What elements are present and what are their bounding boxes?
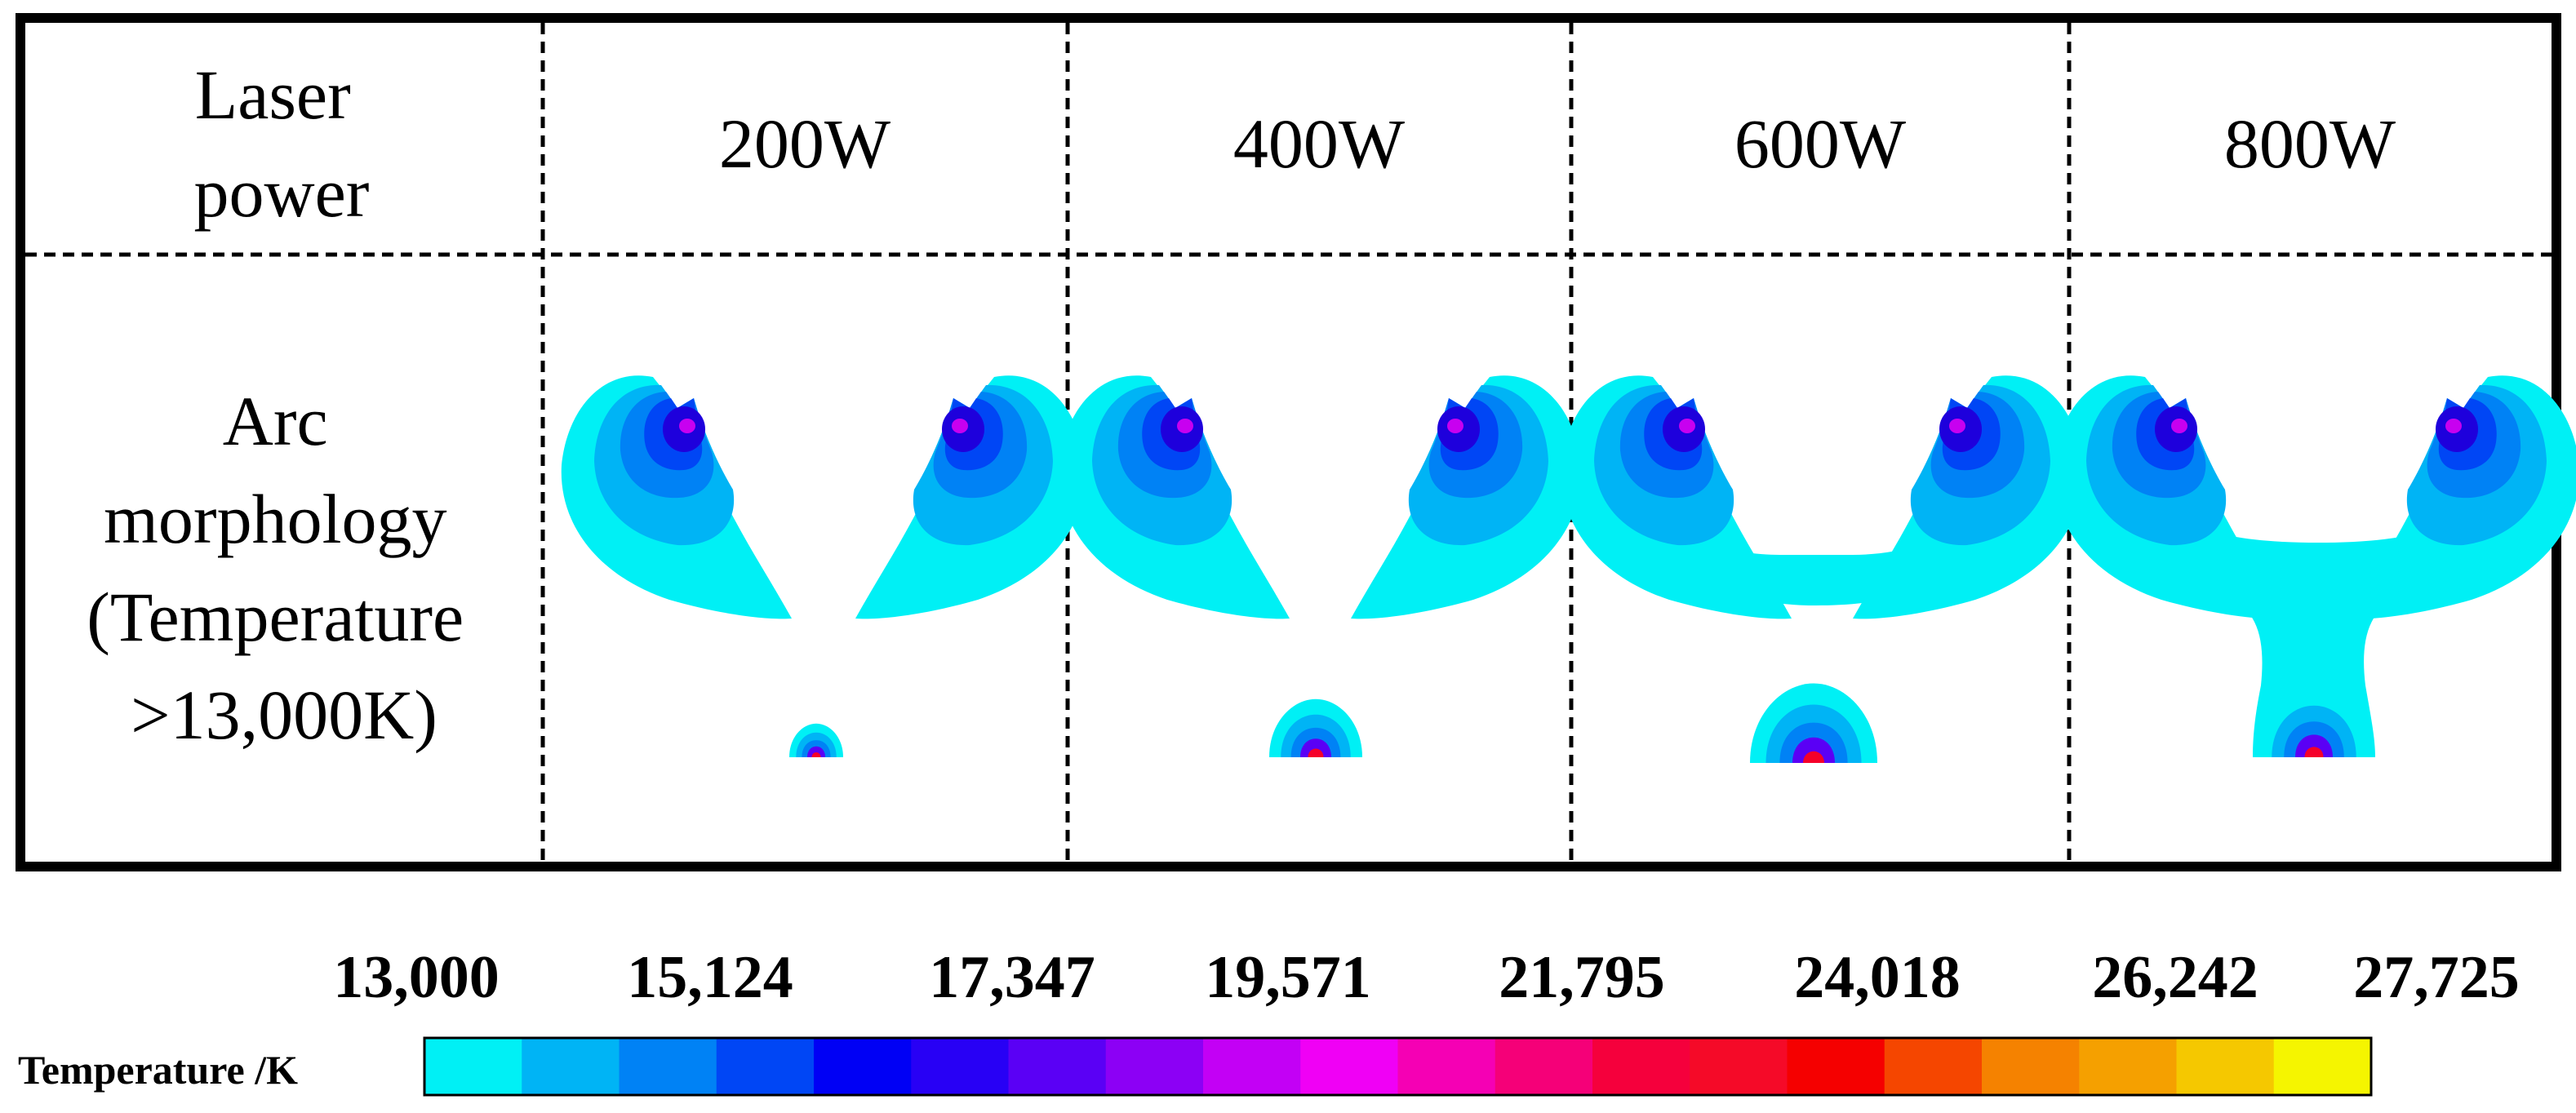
colorbar-tick-label: 19,571 xyxy=(1205,944,1371,1011)
power-200w: 200W xyxy=(719,104,890,183)
colorbar-swatch xyxy=(522,1038,620,1095)
colorbar-swatch xyxy=(1397,1038,1496,1095)
power-400w: 400W xyxy=(1233,104,1405,183)
arc-800w xyxy=(2053,375,2576,757)
colorbar-swatch xyxy=(619,1038,717,1095)
colorbar-tick-label: 27,725 xyxy=(2353,944,2520,1011)
colorbar-swatch xyxy=(716,1038,815,1095)
colorbar-tick-label: 21,795 xyxy=(1499,944,1665,1011)
header-label: Laser power xyxy=(194,55,370,232)
colorbar-tick-label: 15,124 xyxy=(627,944,793,1011)
colorbar-swatch xyxy=(424,1038,522,1095)
grid-lines xyxy=(25,23,2552,862)
power-800w: 800W xyxy=(2224,104,2396,183)
colorbar-ticks: 13,000 15,124 17,347 19,571 21,795 24,018 26,2… xyxy=(333,944,2520,1011)
arc-600w xyxy=(1561,375,2084,763)
colorbar-swatch xyxy=(1592,1038,1690,1095)
colorbar-swatch xyxy=(1690,1038,1788,1095)
colorbar-swatch xyxy=(1982,1038,2080,1095)
colorbar-swatch xyxy=(2079,1038,2178,1095)
colorbar-swatch xyxy=(1203,1038,1301,1095)
colorbar-swatch xyxy=(911,1038,1010,1095)
colorbar xyxy=(424,1038,2372,1095)
colorbar-swatch xyxy=(1495,1038,1593,1095)
colorbar-tick-label: 24,018 xyxy=(1794,944,1961,1011)
colorbar-swatch xyxy=(1105,1038,1204,1095)
colorbar-swatch xyxy=(1884,1038,1983,1095)
colorbar-tick-label: 13,000 xyxy=(333,944,500,1011)
colorbar-tick-label: 26,242 xyxy=(2092,944,2258,1011)
row-label: Arc morphology (Temperature >13,000K) xyxy=(87,382,481,754)
power-600w: 600W xyxy=(1734,104,1906,183)
colorbar-border xyxy=(423,1036,2373,1097)
colorbar-label: Temperature /K xyxy=(18,1047,298,1093)
colorbar-tick-label: 17,347 xyxy=(929,944,1095,1011)
colorbar-swatch xyxy=(2176,1038,2275,1095)
colorbar-swatch xyxy=(2273,1038,2372,1095)
colorbar-swatch xyxy=(1787,1038,1885,1095)
arc-200w xyxy=(561,375,1086,757)
colorbar-swatch xyxy=(1008,1038,1107,1095)
arc-400w xyxy=(1059,375,1582,757)
colorbar-swatch xyxy=(1300,1038,1399,1095)
colorbar-swatch xyxy=(814,1038,912,1095)
